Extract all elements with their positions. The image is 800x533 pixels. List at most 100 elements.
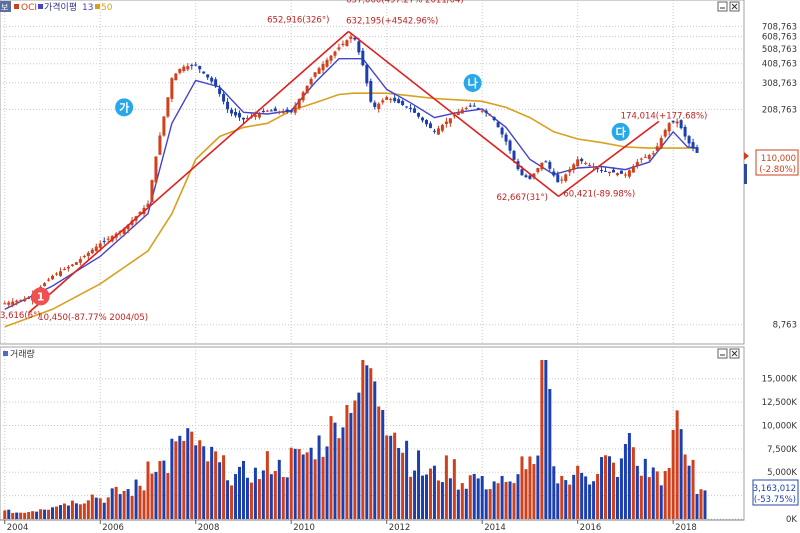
volume-bar <box>524 469 528 519</box>
volume-bar <box>401 452 405 519</box>
price-candle <box>608 171 612 174</box>
volume-bar <box>679 429 683 519</box>
price-candle <box>293 105 297 113</box>
price-candle <box>190 64 194 66</box>
price-annotations: 657,000(497.27% 2011/04) 652,916(326°) 632… <box>0 0 707 323</box>
price-candle <box>269 110 273 112</box>
date-tick-label: 2008 <box>198 523 220 533</box>
ma13-legend-label: 13 <box>82 3 93 13</box>
volume-legend: 거래량 <box>3 348 35 360</box>
price-candle <box>70 264 74 266</box>
volume-bar <box>110 488 114 519</box>
price-candle <box>695 147 699 153</box>
volume-bar <box>281 476 285 519</box>
price-annotation: 657,000(497.27% 2011/04) <box>346 0 464 5</box>
volume-bar <box>548 389 552 519</box>
price-candle <box>166 97 170 117</box>
price-candle <box>297 98 301 108</box>
price-candle <box>627 170 631 177</box>
volume-bar <box>540 360 544 519</box>
volume-tick-label: 7,500K <box>767 445 797 455</box>
price-candle <box>273 108 277 112</box>
price-candle <box>357 41 361 53</box>
volume-bar <box>265 451 269 519</box>
price-candle <box>90 249 94 254</box>
price-candle <box>309 79 313 85</box>
volume-bar <box>409 476 413 519</box>
price-candle <box>512 150 516 160</box>
price-candle <box>500 127 504 135</box>
volume-bar <box>608 456 612 519</box>
price-candle <box>619 170 623 174</box>
volume-legend-label: 거래량 <box>10 348 35 360</box>
volume-bar <box>600 457 604 519</box>
volume-bar <box>146 461 150 519</box>
trend-line <box>348 30 560 197</box>
volume-bar <box>643 458 647 519</box>
volume-bar <box>35 511 39 519</box>
price-candle <box>238 112 242 118</box>
price-candle <box>631 166 635 173</box>
price-candle <box>564 174 568 182</box>
volume-bar <box>58 505 62 519</box>
price-candle <box>150 180 154 203</box>
price-candle <box>643 156 647 158</box>
volume-bar <box>385 435 389 519</box>
volume-bar <box>588 484 592 519</box>
volume-bar <box>683 454 687 519</box>
price-candle <box>3 303 7 305</box>
price-candle <box>154 156 158 183</box>
price-annotation: 632,195(+4542.96%) <box>346 16 438 26</box>
price-candle <box>94 246 98 252</box>
volume-bar <box>277 459 281 519</box>
price-candle <box>576 159 580 167</box>
price-candle <box>413 108 417 113</box>
volume-bar <box>333 422 337 519</box>
panel-minimize-button[interactable] <box>717 1 728 12</box>
volume-bar <box>178 435 182 519</box>
volume-bar <box>361 360 365 519</box>
volume-bar <box>257 479 261 519</box>
price-scroll-indicator[interactable] <box>744 164 747 184</box>
price-annotation: 60,421(-89.98%) <box>563 189 635 199</box>
volume-bar <box>154 471 158 519</box>
price-candle <box>365 64 369 84</box>
price-candle <box>222 93 226 102</box>
price-candle <box>667 123 671 132</box>
volume-bar <box>484 489 488 519</box>
price-candle <box>548 162 552 169</box>
price-candle <box>468 105 472 107</box>
volume-bar <box>564 480 568 519</box>
price-candle <box>122 228 126 234</box>
price-candle <box>349 36 353 39</box>
price-candle <box>444 121 448 125</box>
volume-bar <box>663 471 667 519</box>
wave-marker-label: 다 <box>616 125 627 139</box>
volume-tick-label: 10,000K <box>762 421 798 431</box>
volume-bar <box>114 486 118 519</box>
price-candle <box>337 47 341 50</box>
price-candle <box>281 111 285 113</box>
volume-bar <box>675 410 679 519</box>
volume-bar <box>488 489 492 519</box>
price-candle <box>464 107 468 109</box>
price-candle <box>58 271 62 276</box>
price-candle <box>397 99 401 104</box>
volume-panel-controls[interactable] <box>717 348 740 359</box>
volume-minimize-button[interactable] <box>717 348 728 359</box>
price-candle <box>592 166 596 168</box>
volume-bar <box>158 461 162 519</box>
volume-bar <box>365 365 369 519</box>
price-candle <box>369 80 373 102</box>
volume-bar <box>532 464 536 519</box>
volume-bar <box>568 484 572 519</box>
volume-bar <box>214 451 218 519</box>
volume-bar <box>102 502 106 519</box>
price-candle <box>596 168 600 170</box>
volume-bar <box>691 459 695 519</box>
price-candle <box>345 40 349 47</box>
price-candle <box>162 116 166 136</box>
price-candle <box>560 179 564 181</box>
price-panel-controls[interactable] <box>717 1 740 12</box>
